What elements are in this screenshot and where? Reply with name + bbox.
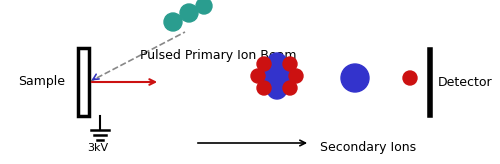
Text: Pulsed Primary Ion Beam: Pulsed Primary Ion Beam	[140, 49, 296, 62]
Circle shape	[403, 71, 417, 85]
Circle shape	[257, 57, 271, 71]
Text: Detector: Detector	[438, 75, 492, 89]
Circle shape	[267, 79, 287, 99]
Text: Secondary Ions: Secondary Ions	[320, 142, 416, 154]
Text: 3kV: 3kV	[88, 143, 108, 153]
Circle shape	[267, 53, 287, 73]
Circle shape	[341, 64, 369, 92]
Circle shape	[180, 4, 198, 22]
Circle shape	[289, 69, 303, 83]
Circle shape	[164, 13, 182, 31]
Circle shape	[196, 0, 212, 14]
Text: Sample: Sample	[18, 75, 66, 89]
Bar	[78, 48, 89, 116]
Circle shape	[283, 57, 297, 71]
Circle shape	[283, 81, 297, 95]
Circle shape	[260, 66, 280, 86]
Circle shape	[257, 81, 271, 95]
Circle shape	[274, 66, 294, 86]
Circle shape	[251, 69, 265, 83]
